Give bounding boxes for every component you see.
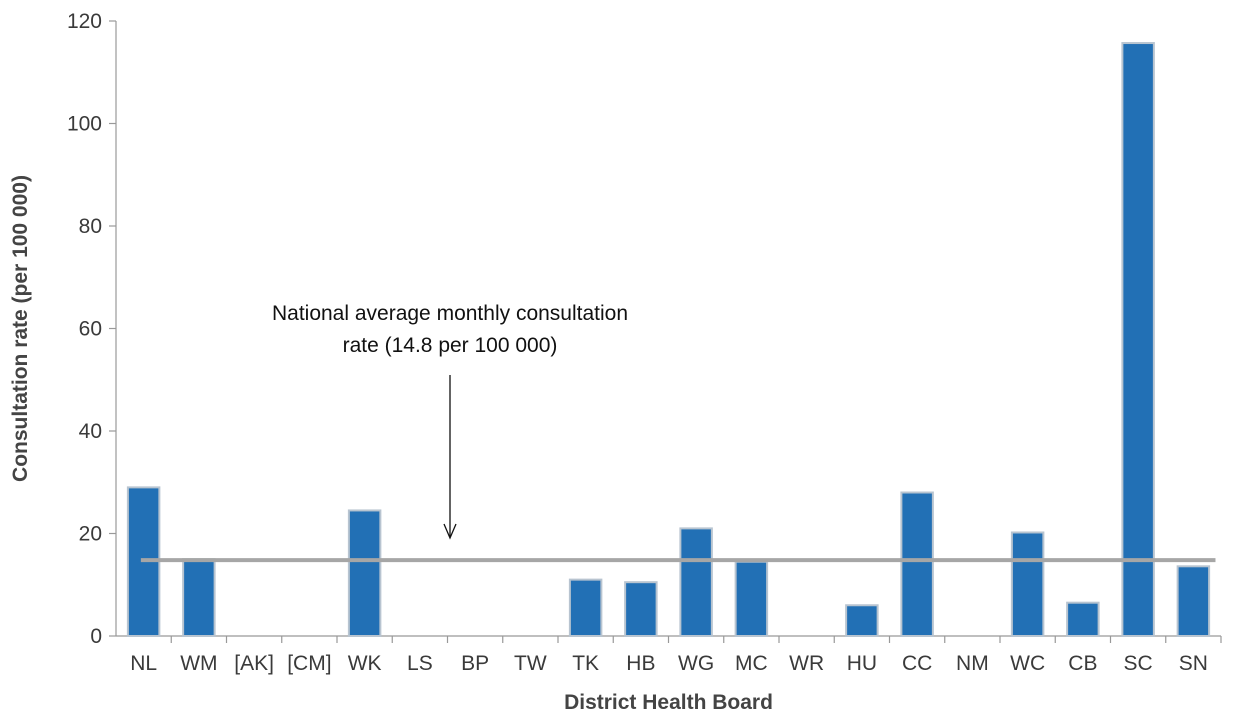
annotation-line-2: rate (14.8 per 100 000) xyxy=(343,334,558,357)
y-tick-label: 120 xyxy=(67,10,102,33)
annotation-arrowhead xyxy=(443,523,457,540)
x-tick-label: TW xyxy=(514,652,547,675)
x-tick-label: HU xyxy=(847,652,877,675)
y-axis-ticks: 0 20 40 60 80 100 120 xyxy=(67,10,1222,648)
x-tick-label: TK xyxy=(572,652,599,675)
bar-wc xyxy=(1010,531,1045,637)
bar-wg xyxy=(679,527,713,637)
x-tick-label: WM xyxy=(180,652,217,675)
y-tick-label: 60 xyxy=(79,318,102,341)
bar-sc xyxy=(1121,42,1155,638)
bar-wk xyxy=(347,509,382,637)
x-tick-label: CB xyxy=(1068,652,1097,675)
x-tick-label: NL xyxy=(130,652,157,675)
bar-wm xyxy=(182,558,216,637)
x-tick-label: [AK] xyxy=(234,652,274,675)
x-tick-label: NM xyxy=(956,652,989,675)
x-tick-label: WC xyxy=(1010,652,1045,675)
y-tick-label: 0 xyxy=(90,625,102,648)
x-tick-label: SC xyxy=(1124,652,1153,675)
bar-cc xyxy=(900,491,934,637)
x-axis-title: District Health Board xyxy=(564,691,773,714)
y-tick-label: 80 xyxy=(79,215,102,238)
y-tick-label: 20 xyxy=(79,523,102,546)
bar-hu xyxy=(845,604,879,637)
annotation-line-1: National average monthly consultation xyxy=(272,302,628,325)
bar-tk xyxy=(568,578,603,637)
x-tick-label: WK xyxy=(348,652,382,675)
x-tick-label: WG xyxy=(678,652,714,675)
x-axis-tick-labels: NL WM [AK] [CM] WK LS BP TW TK HB WG MC WR HU CC NM WC CB… xyxy=(130,652,1208,675)
x-tick-label: MC xyxy=(735,652,768,675)
x-tick-label: HB xyxy=(626,652,655,675)
x-tick-label: LS xyxy=(407,652,433,675)
y-axis-title: Consultation rate (per 100 000) xyxy=(9,175,32,482)
y-tick-label: 40 xyxy=(79,420,102,443)
bar-hb xyxy=(624,581,658,637)
x-tick-label: WR xyxy=(789,652,824,675)
x-tick-label: BP xyxy=(461,652,489,675)
bar-mc xyxy=(734,560,769,637)
x-tick-label: [CM] xyxy=(287,652,331,675)
x-tick-label: CC xyxy=(902,652,932,675)
bar-sn xyxy=(1176,565,1211,637)
bars xyxy=(126,42,1211,638)
y-tick-label: 100 xyxy=(67,113,102,136)
x-tick-label: SN xyxy=(1179,652,1208,675)
bar-cb xyxy=(1066,601,1100,637)
